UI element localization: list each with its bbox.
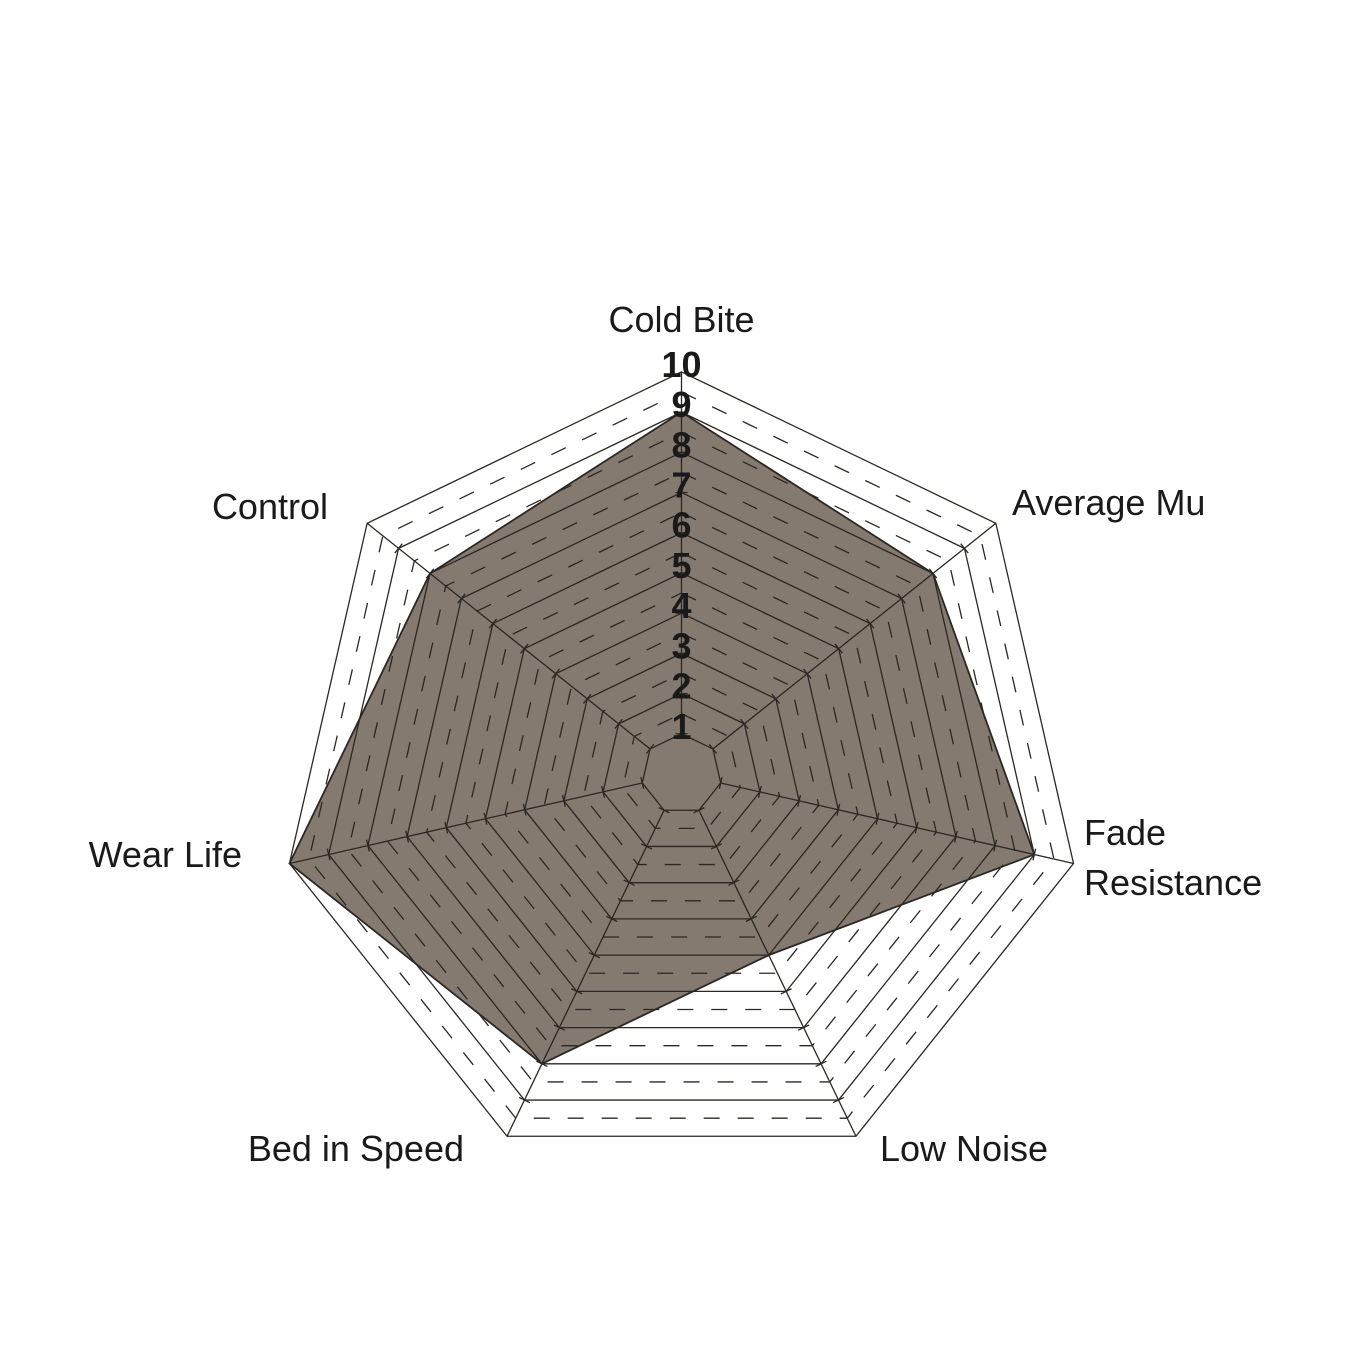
svg-text:Average Mu: Average Mu	[1012, 482, 1205, 523]
svg-text:5: 5	[671, 545, 691, 586]
svg-text:Fade: Fade	[1084, 812, 1166, 853]
svg-text:Wear Life: Wear Life	[89, 834, 242, 875]
svg-text:10: 10	[661, 344, 701, 385]
svg-text:Cold Bite: Cold Bite	[608, 299, 754, 340]
svg-text:6: 6	[671, 505, 691, 546]
svg-text:8: 8	[671, 424, 691, 465]
svg-text:2: 2	[671, 666, 691, 707]
svg-text:Low Noise: Low Noise	[880, 1128, 1048, 1169]
svg-text:7: 7	[671, 465, 691, 506]
svg-text:Resistance: Resistance	[1084, 862, 1262, 903]
svg-text:Bed in Speed: Bed in Speed	[248, 1128, 464, 1169]
svg-text:9: 9	[671, 384, 691, 425]
svg-text:3: 3	[671, 625, 691, 666]
svg-text:1: 1	[671, 706, 691, 747]
svg-text:4: 4	[671, 585, 691, 626]
svg-text:Control: Control	[212, 486, 328, 527]
